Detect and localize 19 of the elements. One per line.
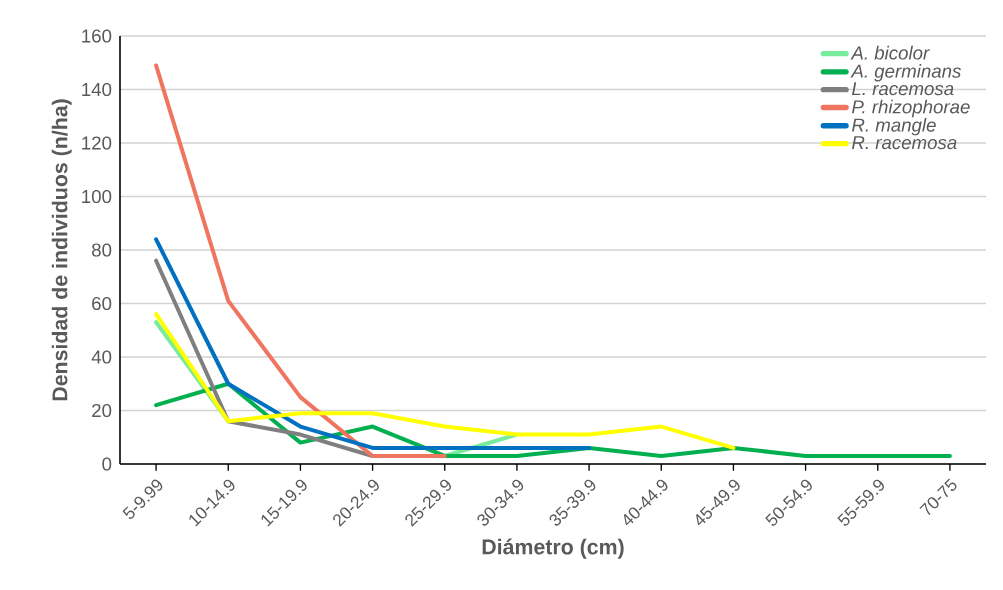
x-axis-title: Diámetro (cm) xyxy=(482,538,624,559)
line-series xyxy=(154,63,447,458)
y-tick-label: 120 xyxy=(82,136,112,150)
legend-label: P. rhizophorae xyxy=(851,99,970,118)
y-tick-label: 160 xyxy=(82,29,112,43)
y-tick-label: 80 xyxy=(92,243,112,257)
y-tick-label: 0 xyxy=(102,457,112,471)
y-tick-label: 60 xyxy=(92,296,112,311)
y-tick-label: 40 xyxy=(91,350,112,364)
y-axis-title: Densidad de individuos (n/ha) xyxy=(51,99,72,401)
legend-label: A. bicolor xyxy=(850,45,930,60)
y-tick-label: 100 xyxy=(82,189,112,204)
line-series xyxy=(154,312,736,450)
legend-label: R. racemosa xyxy=(851,136,957,150)
legend-label: R. mangle xyxy=(851,117,936,136)
legend-label: L. racemosa xyxy=(851,82,954,96)
y-tick-label: 140 xyxy=(82,82,112,97)
legend-label: A. germinans xyxy=(850,64,961,82)
y-tick-label: 20 xyxy=(92,403,112,418)
